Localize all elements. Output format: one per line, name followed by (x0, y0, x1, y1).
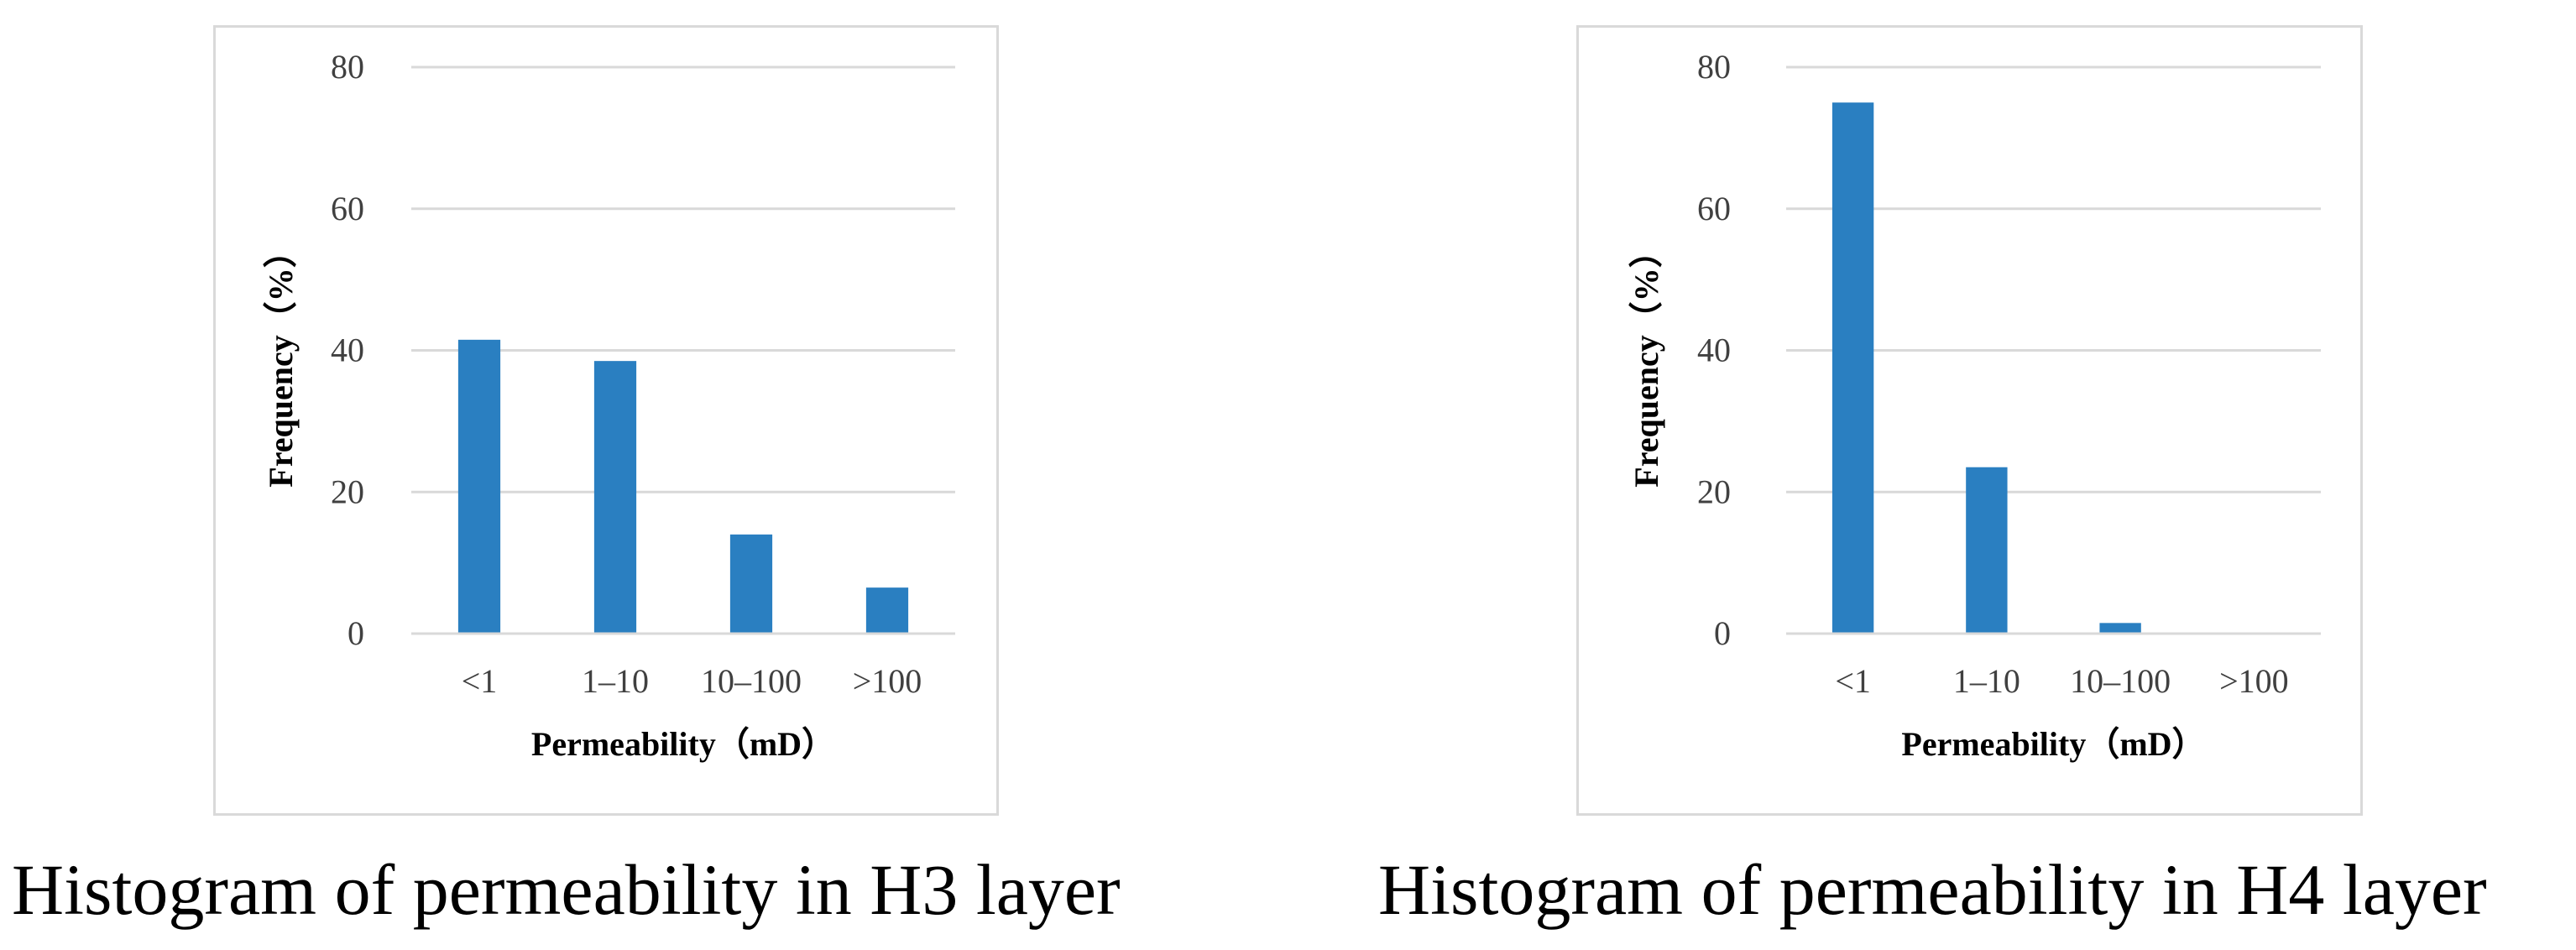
x-tick-label: 1–10 (582, 662, 649, 700)
bar (593, 361, 637, 634)
chart-caption: Histogram of permeability in H4 layer (1378, 849, 2487, 930)
x-tick-label: 1–10 (1953, 662, 2020, 700)
bar (865, 587, 909, 634)
x-axis-label: Permeability（mD） (531, 725, 835, 763)
bar (1831, 102, 1874, 634)
y-tick-label: 20 (331, 472, 364, 510)
x-tick-label: >100 (853, 662, 922, 700)
x-tick-label: <1 (1835, 662, 1871, 700)
y-tick-label: 20 (1697, 472, 1731, 510)
x-axis-label: Permeability（mD） (1901, 725, 2205, 763)
y-tick-label: 80 (1697, 48, 1731, 86)
chart-caption: Histogram of permeability in H3 layer (12, 849, 1121, 930)
y-tick-label: 60 (331, 190, 364, 227)
y-tick-label: 0 (1714, 614, 1731, 652)
h4-chart-panel: 0 20 40 60 80 <1 1–10 10–100 >100 Permeability（mD… (1288, 0, 2575, 950)
y-tick-label: 80 (331, 48, 364, 86)
bar (729, 534, 773, 634)
x-tick-label: <1 (462, 662, 498, 700)
x-tick-label: 10–100 (701, 662, 802, 700)
h3-chart-panel: 0 20 40 60 80 <1 1–10 10–100 >100 Permeability（mD… (12, 25, 1121, 930)
bar (1966, 467, 2008, 634)
bar (2099, 623, 2141, 634)
y-axis-label: Frequency（%） (1628, 234, 1665, 487)
x-tick-label: 10–100 (2070, 662, 2171, 700)
x-tick-label: >100 (2219, 662, 2289, 700)
h3-histogram-chart: 0 20 40 60 80 <1 1–10 10–100 >100 Permeability（mD… (262, 48, 955, 763)
y-tick-label: 40 (1697, 331, 1731, 369)
y-tick-label: 40 (331, 331, 364, 369)
h4-histogram-chart: 0 20 40 60 80 <1 1–10 10–100 >100 Permeability（mD… (1628, 48, 2321, 763)
bar (457, 339, 501, 634)
chart-frame (1576, 25, 2363, 816)
y-axis-label: Frequency（%） (262, 234, 300, 487)
y-tick-label: 0 (347, 614, 364, 652)
y-tick-label: 60 (1697, 190, 1731, 227)
